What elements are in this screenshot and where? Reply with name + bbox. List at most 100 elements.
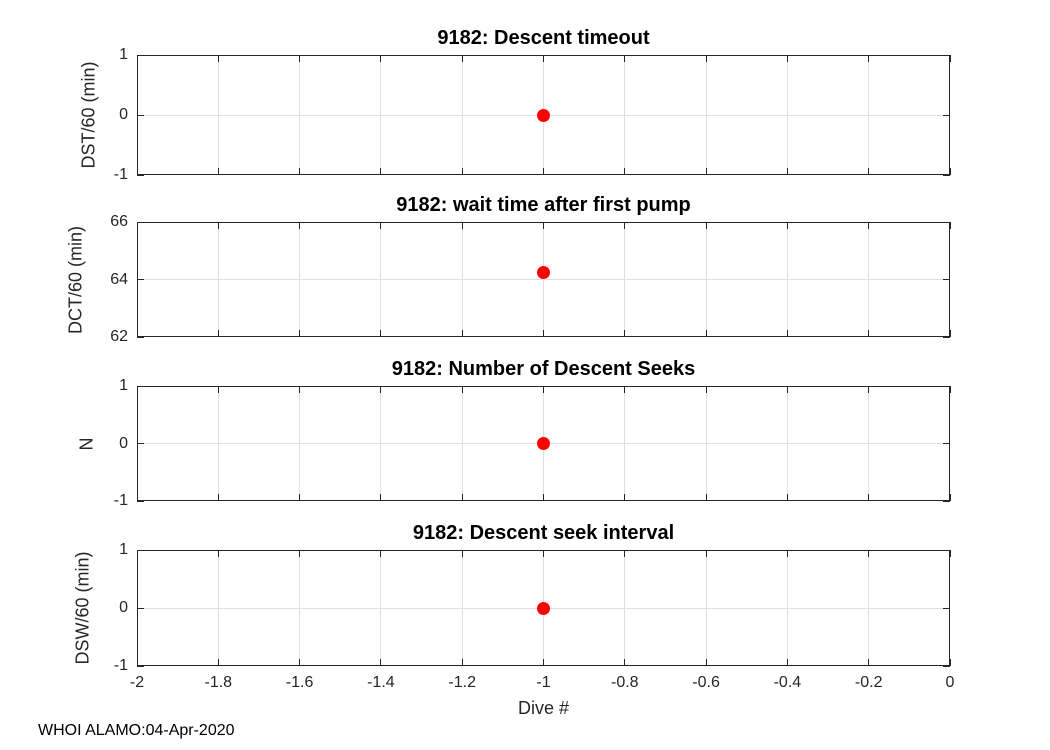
x-tick-mark (217, 659, 219, 666)
x-tick-mark (299, 168, 301, 175)
x-tick-label: -2 (129, 674, 145, 691)
x-tick-mark (380, 330, 382, 337)
x-tick-mark (543, 330, 544, 337)
x-tick-mark (705, 222, 707, 229)
y-axis-label: N (76, 437, 97, 450)
x-tick-mark (868, 330, 870, 337)
x-tick-mark (543, 659, 544, 666)
x-tick-mark (299, 494, 301, 501)
y-tick-mark (943, 665, 950, 667)
subplot-2: 9182: wait time after first pump DCT/60 (… (66, 194, 951, 345)
x-tick-mark (624, 386, 626, 393)
x-tick-mark (949, 386, 951, 393)
y-tick-mark (137, 500, 144, 502)
y-axis-label: DSW/60 (min) (72, 551, 93, 665)
y-tick-mark (137, 336, 144, 338)
x-tick-mark (136, 550, 138, 557)
axes-box (137, 222, 950, 337)
y-tick-mark (137, 54, 144, 56)
x-tick-mark (949, 494, 951, 501)
y-tick-label: 0 (119, 434, 128, 452)
y-tick-label: 1 (119, 46, 128, 63)
y-tick-mark (943, 221, 950, 223)
x-tick-mark (136, 330, 138, 337)
x-tick-mark (868, 55, 870, 62)
x-tick-label: -1.4 (367, 674, 395, 691)
x-tick-mark (868, 494, 870, 501)
y-tick-mark (137, 279, 144, 280)
x-tick-mark (786, 222, 788, 229)
y-tick-label: 66 (110, 213, 128, 230)
x-tick-mark (380, 55, 382, 62)
x-tick-mark (543, 550, 544, 557)
x-tick-label: -0.4 (773, 674, 802, 691)
x-tick-mark (461, 550, 463, 557)
x-tick-mark (380, 550, 382, 557)
y-tick-mark (943, 607, 950, 609)
x-tick-mark (949, 659, 951, 666)
y-tick-mark (137, 443, 144, 444)
x-tick-label: -1 (536, 674, 551, 691)
x-tick-mark (299, 659, 301, 666)
x-tick-mark (461, 330, 463, 337)
x-tick-mark (624, 222, 626, 229)
x-tick-mark (217, 550, 219, 557)
x-tick-mark (868, 222, 870, 229)
x-tick-mark (868, 659, 870, 666)
x-tick-mark (786, 55, 788, 62)
x-tick-mark (299, 222, 301, 229)
x-tick-mark (380, 386, 382, 393)
subplot-4: 9182: Descent seek interval DSW/60 (min) -… (73, 522, 955, 718)
x-tick-mark (705, 330, 707, 337)
x-tick-mark (461, 168, 463, 175)
x-tick-mark (136, 494, 138, 501)
data-point (537, 437, 550, 450)
x-tick-mark (543, 222, 544, 229)
x-tick-mark (624, 494, 626, 501)
y-tick-label: -1 (113, 657, 128, 674)
x-tick-mark (461, 659, 463, 666)
y-tick-mark (943, 500, 950, 502)
x-tick-mark (786, 168, 788, 175)
data-point (537, 265, 550, 279)
y-tick-mark (137, 385, 144, 387)
subplot-title: 9182: wait time after first pump (396, 194, 691, 216)
x-tick-mark (786, 494, 788, 501)
y-axis-label: DST/60 (min) (78, 61, 99, 169)
subplot-1: 9182: Descent timeout DST/60 (min) -1 0 1 (79, 27, 951, 183)
x-tick-mark (949, 330, 951, 337)
x-tick-mark (624, 330, 626, 337)
y-axis-label: DCT/60 (min) (65, 225, 86, 334)
y-tick-label: 62 (110, 328, 128, 345)
y-tick-mark (137, 607, 144, 609)
x-tick-mark (136, 168, 138, 175)
y-tick-label: -1 (113, 492, 128, 509)
x-tick-mark (705, 659, 707, 666)
y-tick-label: 0 (119, 106, 128, 123)
y-tick-mark (137, 114, 144, 116)
x-tick-mark (461, 494, 463, 501)
x-tick-mark (136, 659, 138, 666)
y-tick-mark (943, 336, 950, 338)
x-tick-mark (543, 168, 544, 175)
x-tick-mark (380, 659, 382, 666)
x-tick-mark (543, 386, 544, 393)
x-tick-mark (217, 386, 219, 393)
x-tick-mark (299, 550, 301, 557)
x-tick-mark (217, 494, 219, 501)
x-tick-mark (705, 386, 707, 393)
y-tick-mark (137, 665, 144, 667)
x-tick-mark (624, 550, 626, 557)
x-tick-mark (786, 550, 788, 557)
x-tick-mark (705, 550, 707, 557)
x-tick-label: 0 (945, 674, 955, 691)
y-tick-label: 1 (119, 541, 128, 558)
x-tick-mark (217, 168, 219, 175)
x-tick-mark (461, 222, 463, 229)
x-tick-mark (299, 330, 301, 337)
subplot-title: 9182: Descent timeout (437, 27, 650, 49)
x-tick-mark (217, 330, 219, 337)
x-tick-mark (868, 168, 870, 175)
data-point (537, 601, 550, 615)
